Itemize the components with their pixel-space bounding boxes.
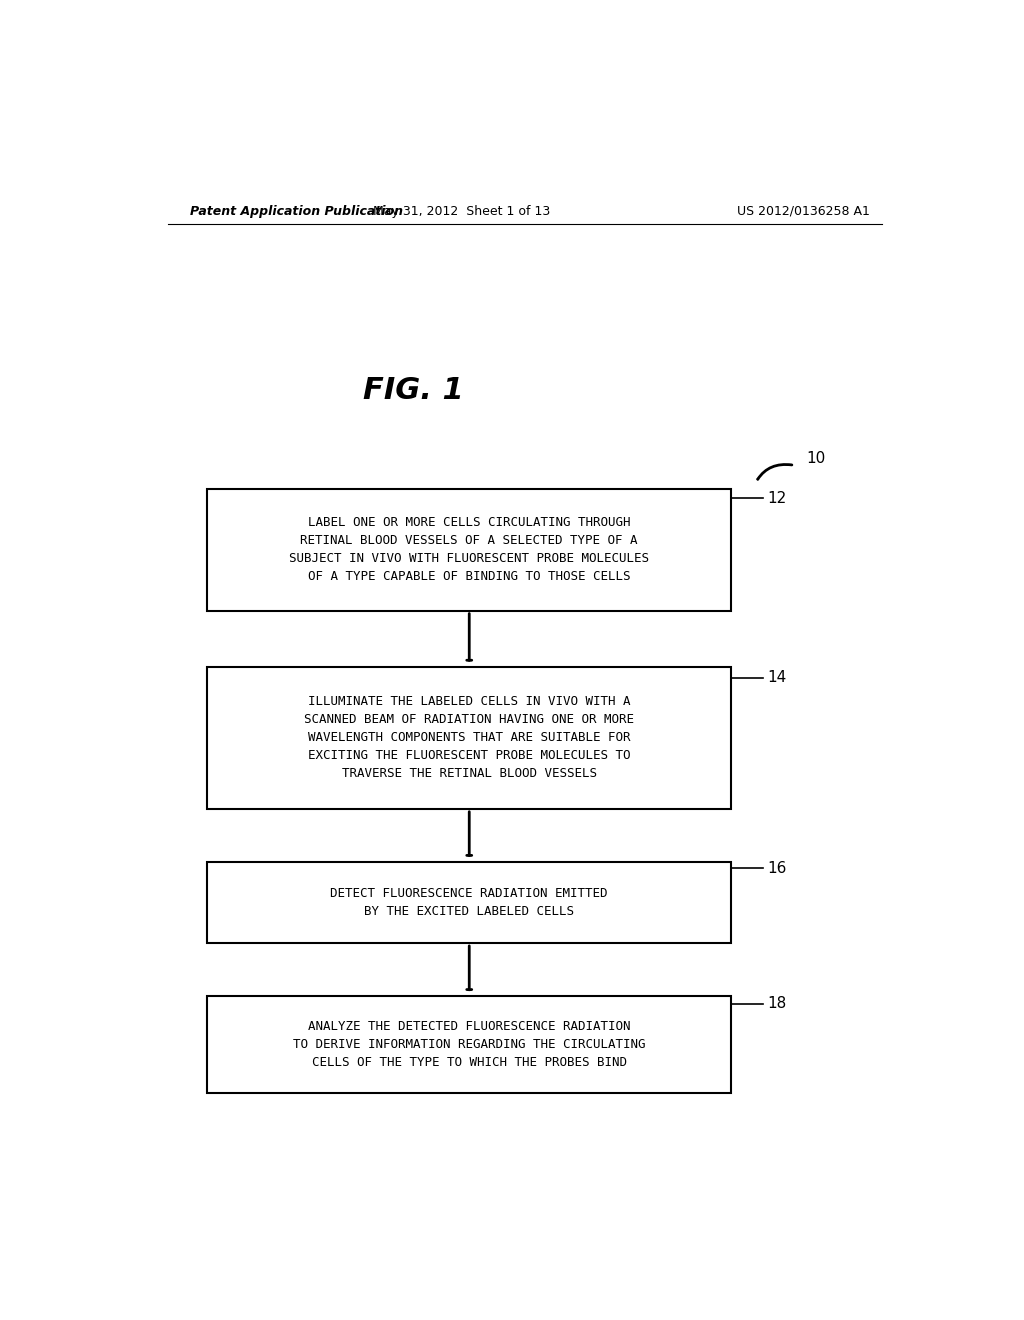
Text: 18: 18 [767,997,786,1011]
Bar [207,995,731,1093]
Text: 14: 14 [767,671,786,685]
Text: 16: 16 [767,861,786,875]
Text: May 31, 2012  Sheet 1 of 13: May 31, 2012 Sheet 1 of 13 [373,205,550,218]
Text: 10: 10 [807,450,825,466]
Text: US 2012/0136258 A1: US 2012/0136258 A1 [737,205,870,218]
Bar [207,488,731,611]
Text: DETECT FLUORESCENCE RADIATION EMITTED
BY THE EXCITED LABELED CELLS: DETECT FLUORESCENCE RADIATION EMITTED BY… [331,887,608,917]
Text: LABEL ONE OR MORE CELLS CIRCULATING THROUGH
RETINAL BLOOD VESSELS OF A SELECTED : LABEL ONE OR MORE CELLS CIRCULATING THRO… [289,516,649,583]
Text: Patent Application Publication: Patent Application Publication [189,205,402,218]
Text: ANALYZE THE DETECTED FLUORESCENCE RADIATION
TO DERIVE INFORMATION REGARDING THE : ANALYZE THE DETECTED FLUORESCENCE RADIAT… [293,1020,645,1069]
FancyArrowPatch shape [758,465,792,479]
Text: FIG. 1: FIG. 1 [364,376,464,405]
Bar [207,862,731,942]
Text: ILLUMINATE THE LABELED CELLS IN VIVO WITH A
SCANNED BEAM OF RADIATION HAVING ONE: ILLUMINATE THE LABELED CELLS IN VIVO WIT… [304,696,634,780]
Bar [207,667,731,809]
Text: 12: 12 [767,491,786,506]
